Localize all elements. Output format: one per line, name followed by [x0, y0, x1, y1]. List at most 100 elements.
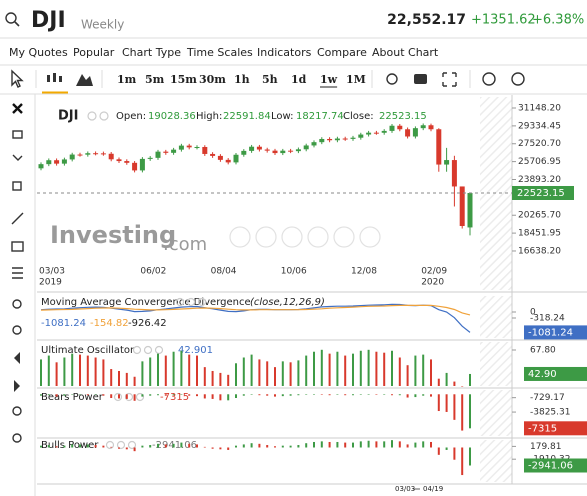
- tool-rect[interactable]: [11, 241, 24, 252]
- tool-zoom-in[interactable]: [12, 299, 22, 309]
- indicator-bar: [320, 394, 323, 395]
- indicator-bar: [180, 442, 183, 448]
- indicator-bar: [219, 447, 222, 450]
- menu-item[interactable]: About Chart: [372, 46, 439, 59]
- camera-icon[interactable]: [414, 74, 427, 84]
- indicator-bar: [250, 394, 253, 395]
- tool-copy[interactable]: [12, 181, 22, 191]
- upload-icon[interactable]: [511, 72, 525, 86]
- indicator-bar: [242, 357, 245, 386]
- indicator-bar: [71, 394, 74, 395]
- candle-body: [233, 154, 239, 163]
- tool-magnet[interactable]: [12, 406, 22, 416]
- tool-right[interactable]: [14, 380, 20, 392]
- menu-bar: My Quotes Popular Chart Type Time Scales Ind…: [9, 46, 439, 59]
- timeframe[interactable]: 15m: [170, 73, 197, 86]
- candle-body: [132, 162, 138, 171]
- candle-body: [46, 160, 52, 165]
- indicator-bar: [79, 394, 81, 395]
- menu-item[interactable]: Compare: [317, 46, 367, 59]
- indicator-bar: [172, 394, 175, 396]
- indicator-bar: [453, 381, 456, 386]
- y-tick-label: 25706.95: [518, 157, 561, 167]
- search-icon[interactable]: [5, 12, 17, 24]
- indicator-bar: [367, 440, 370, 448]
- x-tick-label: 10/06: [281, 267, 307, 277]
- candle-body: [428, 125, 434, 130]
- timeframe[interactable]: 1w: [320, 73, 338, 86]
- value-box-label: 22523.15: [517, 188, 565, 199]
- tool-fib[interactable]: [12, 154, 23, 161]
- indicator-bar: [305, 355, 308, 386]
- indicator-bar: [94, 394, 97, 395]
- tool-zoom-out[interactable]: [12, 325, 22, 335]
- menu-item[interactable]: Popular: [73, 46, 115, 59]
- menu-item[interactable]: My Quotes: [9, 46, 68, 59]
- tool-zoom-reset[interactable]: [12, 433, 22, 443]
- indicator-bar: [125, 447, 128, 450]
- menu-item[interactable]: Chart Type: [122, 46, 181, 59]
- menu-item[interactable]: Time Scales: [186, 46, 253, 59]
- indicator-bar: [289, 362, 292, 386]
- value-box: [524, 421, 587, 436]
- watermark: Investing: [50, 221, 176, 249]
- fullscreen-icon[interactable]: [442, 72, 457, 87]
- candle-body: [108, 153, 114, 160]
- indicator-bar: [188, 443, 191, 448]
- timeframe[interactable]: 5h: [262, 73, 278, 86]
- cursor-tool[interactable]: [11, 69, 24, 88]
- indicator-bar: [289, 445, 292, 448]
- candle-type[interactable]: [42, 73, 68, 95]
- candle-body: [147, 157, 153, 159]
- tool-lines[interactable]: [12, 267, 23, 279]
- settings-icon[interactable]: [386, 73, 398, 85]
- timeframe[interactable]: 1d: [291, 73, 307, 86]
- indicator-bar: [469, 373, 471, 386]
- download-icon[interactable]: [482, 72, 496, 86]
- candle-body: [327, 138, 333, 141]
- indicator-bar: [336, 351, 339, 386]
- timeframe[interactable]: 1m: [117, 73, 137, 86]
- indicator-bar: [422, 441, 425, 448]
- indicator-bar: [79, 444, 81, 448]
- legend-value: 42.901: [178, 345, 213, 356]
- tool-line[interactable]: [11, 212, 24, 225]
- indicator-bar: [352, 353, 354, 386]
- candle-body: [412, 128, 418, 137]
- indicator-bar: [367, 394, 370, 395]
- value-box-label: -2941.06: [528, 461, 573, 472]
- x-tick-label: 02/09: [421, 267, 447, 277]
- indicator-bar: [110, 446, 113, 448]
- change-percent: +6.38%: [532, 13, 584, 28]
- indicator-bar: [211, 447, 214, 449]
- timeframe[interactable]: 1h: [234, 73, 250, 86]
- timeframe[interactable]: 5m: [145, 73, 165, 86]
- timeframe[interactable]: 1M: [346, 73, 366, 86]
- indicator-bar: [437, 447, 440, 455]
- indicator-bar: [398, 441, 401, 448]
- indicator-bar: [445, 447, 448, 450]
- indicator-bar: [55, 446, 58, 448]
- tool-left[interactable]: [14, 352, 20, 364]
- value-box: [512, 185, 574, 200]
- indicator-bar: [383, 394, 386, 395]
- indicator-bar: [219, 372, 222, 386]
- timeframe[interactable]: 30m: [199, 73, 226, 86]
- indicator-bar: [149, 357, 152, 386]
- tool-zoom[interactable]: [12, 130, 23, 139]
- tool-close[interactable]: [12, 103, 23, 114]
- indicator-bar: [328, 441, 331, 448]
- drawing-shortcuts[interactable]: [229, 226, 381, 248]
- indicator-bar: [297, 360, 300, 386]
- menu-item[interactable]: Indicators: [257, 46, 312, 59]
- indicator-bar: [71, 444, 74, 448]
- area-type[interactable]: [76, 74, 93, 86]
- ohlc-value: 22523.15: [379, 111, 427, 122]
- indicator-bar: [274, 394, 276, 397]
- indicator-bar: [313, 351, 315, 386]
- indicator-bar: [164, 444, 167, 448]
- indicator-bar: [211, 370, 214, 386]
- indicator-bar: [391, 350, 393, 386]
- indicator-bar: [180, 394, 183, 395]
- candle-body: [397, 125, 403, 130]
